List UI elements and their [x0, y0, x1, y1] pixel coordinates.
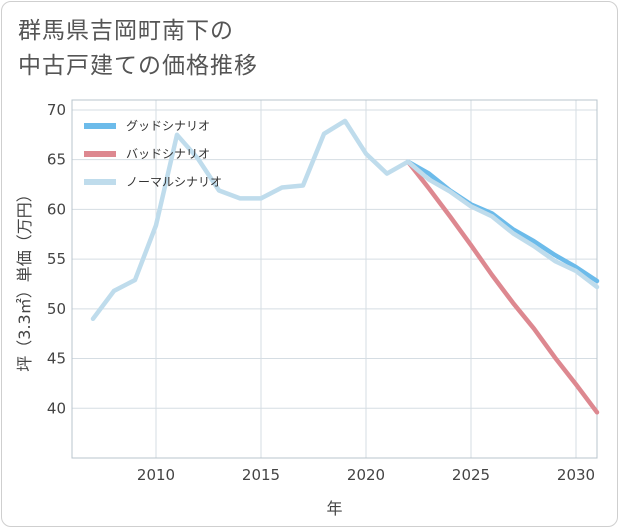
x-tick-label: 2015 — [242, 466, 280, 484]
series-line-2 — [90, 118, 600, 322]
y-tick-label: 50 — [47, 300, 66, 318]
series-line-1 — [405, 159, 600, 415]
y-tick-label: 55 — [47, 250, 66, 268]
chart-title: 群馬県吉岡町南下の 中古戸建ての価格推移 — [18, 14, 258, 84]
legend-label: ノーマルシナリオ — [126, 175, 222, 189]
y-tick-label: 45 — [47, 350, 66, 368]
y-tick-label: 40 — [47, 399, 66, 417]
grid-lines — [72, 100, 597, 458]
x-tick-label: 2010 — [137, 466, 175, 484]
x-tick-label: 2025 — [452, 466, 490, 484]
x-tick-label: 2020 — [347, 466, 385, 484]
x-tick-label: 2030 — [557, 466, 595, 484]
y-tick-label: 70 — [47, 101, 66, 119]
series-lines — [90, 118, 600, 415]
y-axis-label: 坪（3.3㎡）単価（万円） — [15, 186, 34, 371]
legend-label: グッドシナリオ — [126, 119, 210, 133]
title-line-1: 群馬県吉岡町南下の — [18, 18, 234, 44]
y-tick-label: 60 — [47, 200, 66, 218]
legend-label: バッドシナリオ — [126, 147, 210, 161]
x-tick-labels: 2010 2015 2020 2025 2030 — [137, 466, 595, 484]
y-tick-labels: 40 45 50 55 60 65 70 — [47, 101, 66, 417]
title-line-2: 中古戸建ての価格推移 — [18, 53, 258, 79]
y-tick-label: 65 — [47, 151, 66, 169]
x-axis-label: 年 — [326, 499, 342, 518]
series-line-0 — [405, 159, 600, 284]
